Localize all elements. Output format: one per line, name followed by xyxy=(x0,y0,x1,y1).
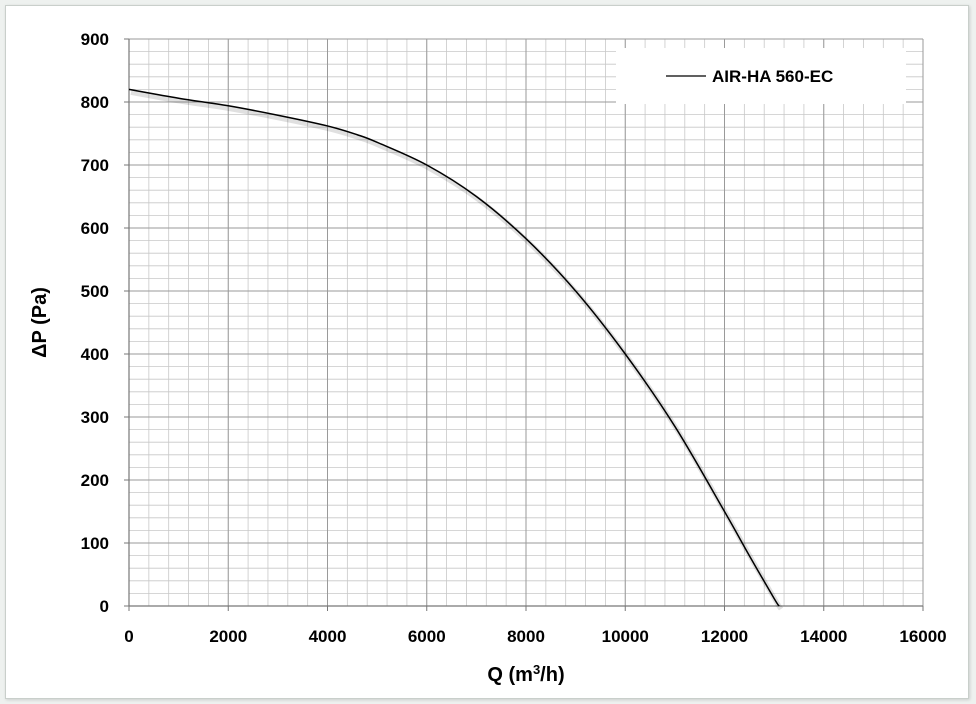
x-tick-labels: 0 2000 4000 6000 8000 10000 12000 14000 16000 xyxy=(124,627,946,646)
y-tick-label: 800 xyxy=(81,93,109,112)
x-tick-label: 12000 xyxy=(701,627,748,646)
x-tick-label: 2000 xyxy=(209,627,247,646)
legend-label: AIR-HA 560-EC xyxy=(712,67,833,86)
y-tick-labels: 0 100 200 300 400 500 600 700 800 900 xyxy=(81,30,109,616)
chart-frame: 0 2000 4000 6000 8000 10000 12000 14000 16000 0 1… xyxy=(5,5,969,699)
x-tick-label: 16000 xyxy=(899,627,946,646)
x-axis-title-base: Q (m xyxy=(487,664,533,686)
x-tick-label: 4000 xyxy=(309,627,347,646)
x-tick-label: 10000 xyxy=(602,627,649,646)
legend: AIR-HA 560-EC xyxy=(616,48,906,104)
x-axis-title: Q (m3/h) xyxy=(487,662,564,687)
y-tick-label: 500 xyxy=(81,282,109,301)
x-axis-title-tail: /h) xyxy=(540,664,564,686)
y-tick-label: 0 xyxy=(100,597,109,616)
x-tick-label: 0 xyxy=(124,627,133,646)
series-line-0 xyxy=(128,88,780,607)
x-tick-label: 14000 xyxy=(800,627,847,646)
y-tick-label: 200 xyxy=(81,471,109,490)
y-axis-title: ΔP (Pa) xyxy=(29,287,51,358)
chart-svg: 0 2000 4000 6000 8000 10000 12000 14000 16000 0 1… xyxy=(29,30,947,687)
x-tick-label: 6000 xyxy=(408,627,446,646)
y-tick-label: 900 xyxy=(81,30,109,49)
y-tick-label: 600 xyxy=(81,219,109,238)
y-tick-label: 400 xyxy=(81,345,109,364)
y-tick-label: 300 xyxy=(81,408,109,427)
series-layer xyxy=(128,88,784,611)
legend-box xyxy=(616,48,906,104)
x-axis-title-sup: 3 xyxy=(533,662,540,677)
axes xyxy=(124,38,924,611)
x-tick-label: 8000 xyxy=(507,627,545,646)
y-tick-label: 700 xyxy=(81,156,109,175)
y-tick-label: 100 xyxy=(81,534,109,553)
